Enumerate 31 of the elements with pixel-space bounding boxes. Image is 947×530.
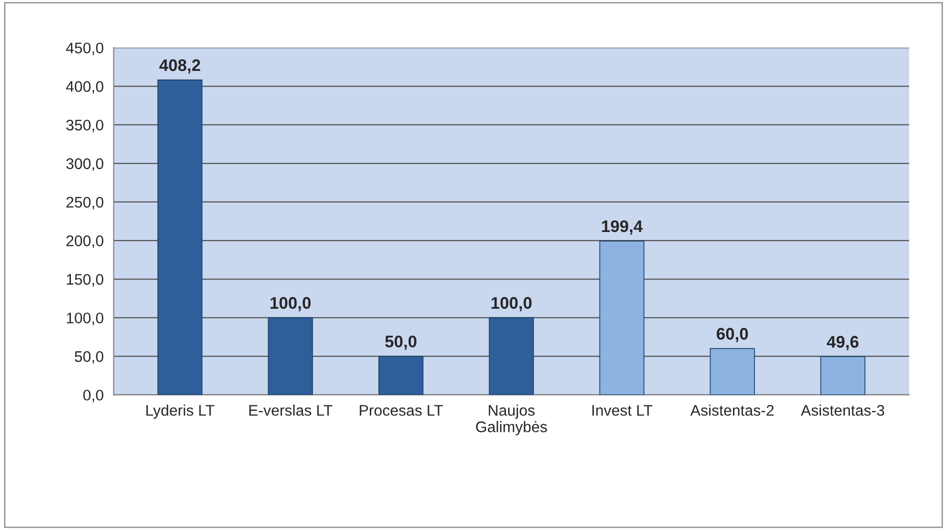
data-label: 199,4 <box>602 220 643 235</box>
bar <box>268 317 313 395</box>
x-tick-label: Asistentas-3 <box>800 404 884 416</box>
y-tick-label: 400,0 <box>66 81 104 94</box>
data-label: 100,0 <box>270 297 311 312</box>
x-tick-label: Naujos Galimybės <box>476 404 547 436</box>
data-label: 49,6 <box>826 336 858 350</box>
x-tick-label: Invest LT <box>592 405 652 416</box>
y-tick-label: 50,0 <box>74 351 104 364</box>
bar <box>710 348 755 395</box>
data-label: 100,0 <box>492 297 532 312</box>
bar <box>820 356 866 395</box>
data-label: 408,2 <box>159 59 200 74</box>
y-tick-label: 100,0 <box>66 312 104 326</box>
y-tick-label: 350,0 <box>66 120 104 132</box>
data-label: 50,0 <box>385 336 416 350</box>
bar <box>488 317 534 395</box>
x-tick-label: E-verslas LT <box>249 404 332 416</box>
data-label: 60,0 <box>716 328 748 342</box>
y-tick-label: 0,0 <box>83 390 104 402</box>
bar <box>378 356 424 395</box>
y-tick-label: 300,0 <box>66 158 104 171</box>
x-tick-label: Asistentas-2 <box>690 404 774 416</box>
y-tick-label: 250,0 <box>66 196 104 210</box>
y-tick-label: 150,0 <box>66 274 104 287</box>
y-tick-label: 200,0 <box>66 235 104 248</box>
bar <box>157 80 202 395</box>
x-tick-label: Lyderis LT <box>146 404 214 419</box>
y-tick-label: 450,0 <box>66 42 104 56</box>
x-tick-label: Procesas LT <box>360 405 443 416</box>
bar <box>599 240 644 395</box>
